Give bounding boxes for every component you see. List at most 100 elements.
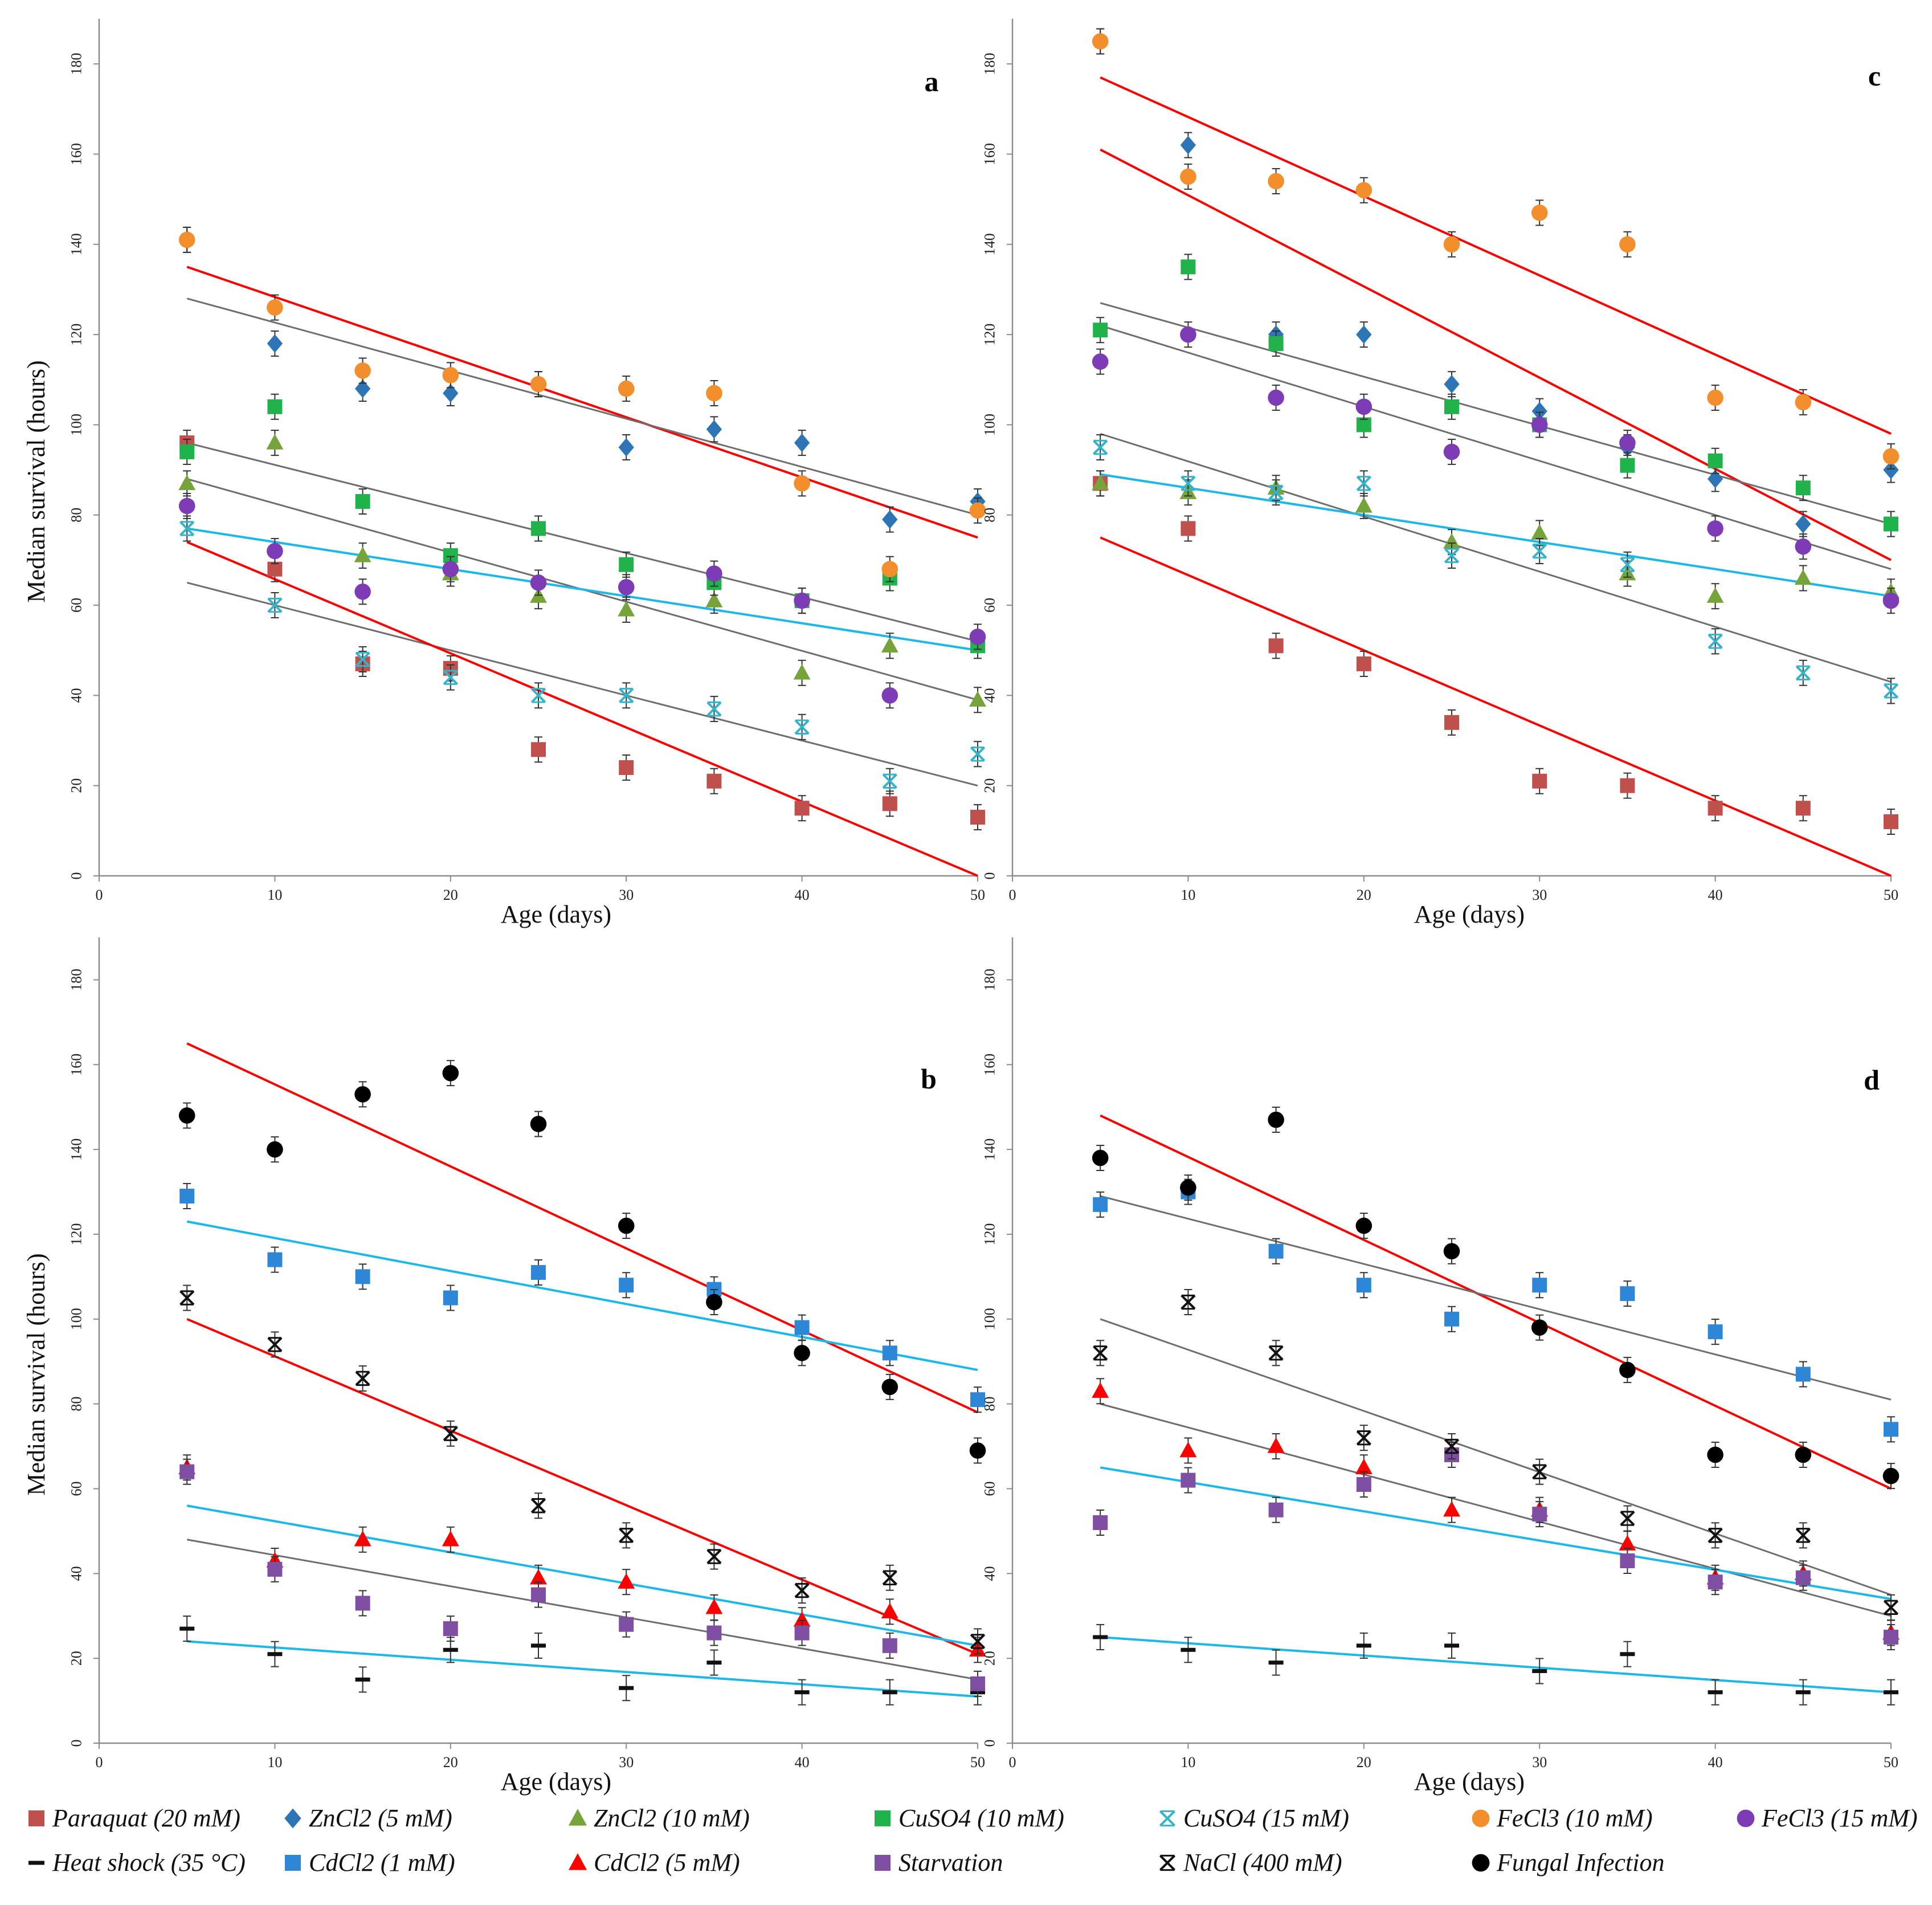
data-point-starvation (355, 1596, 370, 1611)
data-point-heat_shock (619, 1686, 634, 1690)
data-point-cdcl2_5 (1092, 1382, 1109, 1398)
x-tick-label: 50 (970, 1754, 985, 1771)
trendline-gray (1100, 1403, 1892, 1617)
data-point-fecl3_10 (1795, 394, 1812, 411)
data-point-starvation (443, 1621, 458, 1637)
y-tick-label: 40 (982, 1566, 998, 1581)
data-point-nacl (1093, 1345, 1108, 1361)
data-point-nacl-stroke (970, 1634, 986, 1649)
y-tick-label: 80 (68, 1397, 85, 1412)
y-tick-label: 100 (982, 414, 998, 436)
x-axis-label: Age (days) (1414, 900, 1525, 928)
data-point-fungal (1531, 1319, 1548, 1336)
x-axis-label: Age (days) (501, 900, 611, 928)
data-point-nacl (1883, 1600, 1899, 1616)
data-point-cuso4_10 (1268, 336, 1284, 351)
data-point-nacl (1708, 1528, 1723, 1543)
series-fecl3_15 (178, 492, 986, 709)
data-point-fecl3_15 (267, 542, 283, 560)
data-point-fecl3_15 (354, 584, 371, 600)
data-point-zncl2_10 (1443, 533, 1460, 549)
x-tick-label: 10 (1181, 1754, 1195, 1771)
x-axis-label: Age (days) (501, 1768, 611, 1796)
legend-item-cuso4_10: CuSO4 (10 mM) (875, 1804, 1064, 1832)
data-point-cdcl2_5 (354, 1531, 371, 1547)
data-point-cuso4_15 (1532, 543, 1547, 559)
data-point-starvation (1181, 1472, 1196, 1488)
x-tick-label: 20 (1357, 887, 1371, 903)
trendline-cyan (1100, 1466, 1892, 1600)
data-point-cdcl2_5 (1443, 1501, 1460, 1517)
data-point-fungal (442, 1064, 459, 1082)
data-point-cuso4_15-stroke (1708, 634, 1723, 649)
legend-marker-fecl3_10 (1472, 1809, 1490, 1828)
data-point-starvation (1268, 1502, 1284, 1518)
panel-letter: d (1864, 1064, 1880, 1096)
data-point-fecl3_10 (706, 385, 722, 402)
data-point-fecl3_10 (530, 376, 547, 393)
series-nacl (179, 1284, 986, 1655)
y-tick-label: 160 (982, 143, 998, 165)
data-point-fecl3_15 (969, 629, 986, 645)
data-point-zncl2_5 (618, 438, 634, 457)
data-point-heat_shock (1708, 1690, 1723, 1695)
x-tick-label: 40 (1708, 1754, 1723, 1771)
y-tick-label: 80 (68, 508, 85, 523)
y-tick-label: 100 (982, 1308, 998, 1330)
y-tick-label: 160 (68, 1054, 85, 1076)
data-point-cuso4_15 (1268, 484, 1284, 500)
data-point-cdcl2_1 (1356, 1278, 1371, 1293)
data-point-nacl-stroke (619, 1528, 634, 1543)
data-point-fecl3_10 (1707, 389, 1723, 406)
chart-panel-a: 0 20 40 60 80 100 120 140 160 180 0 10 20 30 40 50 Age (… (22, 19, 986, 928)
data-point-fecl3_10 (1882, 448, 1900, 465)
legend-marker-nacl-stroke (1159, 1854, 1176, 1871)
data-point-fungal (1707, 1446, 1723, 1463)
data-point-fecl3_10 (881, 561, 898, 578)
x-tick-label: 40 (1708, 887, 1723, 903)
legend-item-fecl3_10: FeCl3 (10 mM) (1472, 1804, 1653, 1832)
data-point-cuso4_15-stroke (1356, 476, 1371, 491)
data-point-fecl3_15 (1707, 520, 1723, 537)
data-point-heat_shock (706, 1661, 722, 1665)
data-point-heat_shock (1356, 1643, 1371, 1648)
series-fecl3_10 (178, 226, 986, 582)
data-point-zncl2_10 (1355, 497, 1373, 513)
legend-label-paraquat: Paraquat (20 mM) (52, 1804, 240, 1832)
legend: Paraquat (20 mM) ZnCl2 (5 mM) ZnCl2 (10 mM… (28, 1804, 1918, 1877)
data-point-paraquat (1444, 715, 1459, 730)
trendline-gray (186, 582, 978, 787)
data-point-cuso4_15 (1708, 634, 1723, 649)
data-point-fecl3_15 (881, 687, 898, 704)
y-tick-label: 80 (982, 508, 998, 523)
data-point-fecl3_15 (442, 561, 459, 578)
x-axis-label: Age (days) (1414, 1768, 1525, 1796)
data-point-cdcl2_1 (970, 1392, 985, 1408)
data-point-fecl3_15 (1795, 538, 1812, 555)
data-point-fungal (618, 1217, 635, 1234)
data-point-cdcl2_5 (1267, 1437, 1285, 1453)
data-point-nacl-stroke (1620, 1511, 1635, 1526)
data-point-zncl2_5 (1444, 374, 1460, 394)
series-fungal (1092, 1107, 1900, 1490)
data-point-fungal (178, 1107, 195, 1124)
legend-label-cdcl2_5: CdCl2 (5 mM) (594, 1849, 740, 1877)
panel-letter: c (1868, 60, 1881, 92)
x-tick-label: 0 (96, 1754, 103, 1771)
trendlines (1100, 76, 1892, 877)
data-point-paraquat (619, 760, 634, 776)
data-point-nacl-stroke (267, 1337, 283, 1352)
data-point-cuso4_15 (1356, 476, 1371, 491)
data-point-cuso4_15-stroke (1444, 548, 1460, 564)
data-point-fecl3_10 (1531, 205, 1548, 221)
data-point-nacl-stroke (530, 1498, 546, 1514)
trendline-cyan (186, 527, 978, 652)
x-tick-label: 30 (619, 1754, 634, 1771)
data-point-nacl-stroke (1268, 1345, 1284, 1361)
y-tick-label: 40 (982, 688, 998, 703)
data-point-zncl2_5 (443, 384, 459, 403)
y-tick-label: 180 (68, 53, 85, 75)
data-point-paraquat (1795, 801, 1811, 816)
data-point-zncl2_10 (969, 691, 986, 707)
